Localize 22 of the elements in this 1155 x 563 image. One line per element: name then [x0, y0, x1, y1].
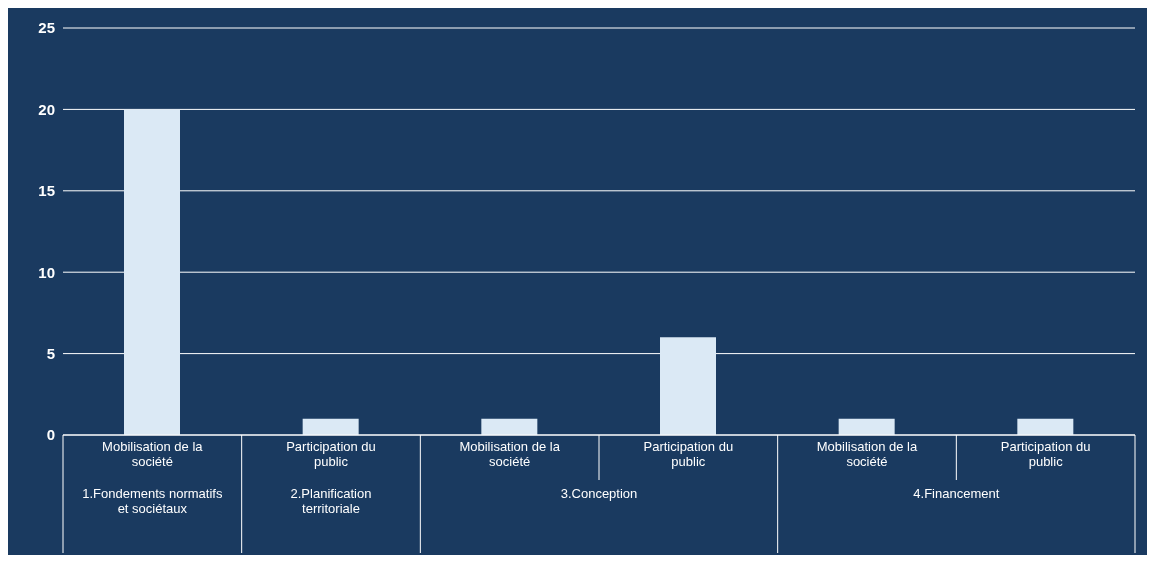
x-tick-label: Mobilisation de la société — [816, 439, 918, 469]
x-tick-label: Participation du public — [643, 439, 734, 469]
bar — [1017, 418, 1074, 435]
y-tick-label: 0 — [46, 426, 55, 444]
bar — [838, 418, 895, 435]
text: 2.Planification territoriale — [290, 486, 372, 516]
x-tick-label: Mobilisation de la société — [459, 439, 561, 469]
bar — [481, 418, 538, 435]
x-tick-label: Participation du public — [286, 439, 376, 469]
y-tick-label: 25 — [38, 19, 55, 37]
y-tick-label: 10 — [38, 263, 55, 281]
bar — [124, 109, 180, 435]
y-tick-label: 20 — [38, 100, 55, 118]
bar — [660, 337, 716, 435]
bar — [302, 418, 359, 435]
y-tick-label: 15 — [38, 182, 55, 200]
text: 4.Financement — [913, 486, 1000, 501]
x-tick-label: Mobilisation de la société — [102, 439, 204, 469]
text: 1.Fondements normatifs et sociétaux — [82, 486, 223, 516]
y-tick-label: 5 — [46, 344, 55, 362]
x-tick-label: Participation du public — [1000, 439, 1091, 469]
text: 3.Conception — [560, 486, 638, 501]
